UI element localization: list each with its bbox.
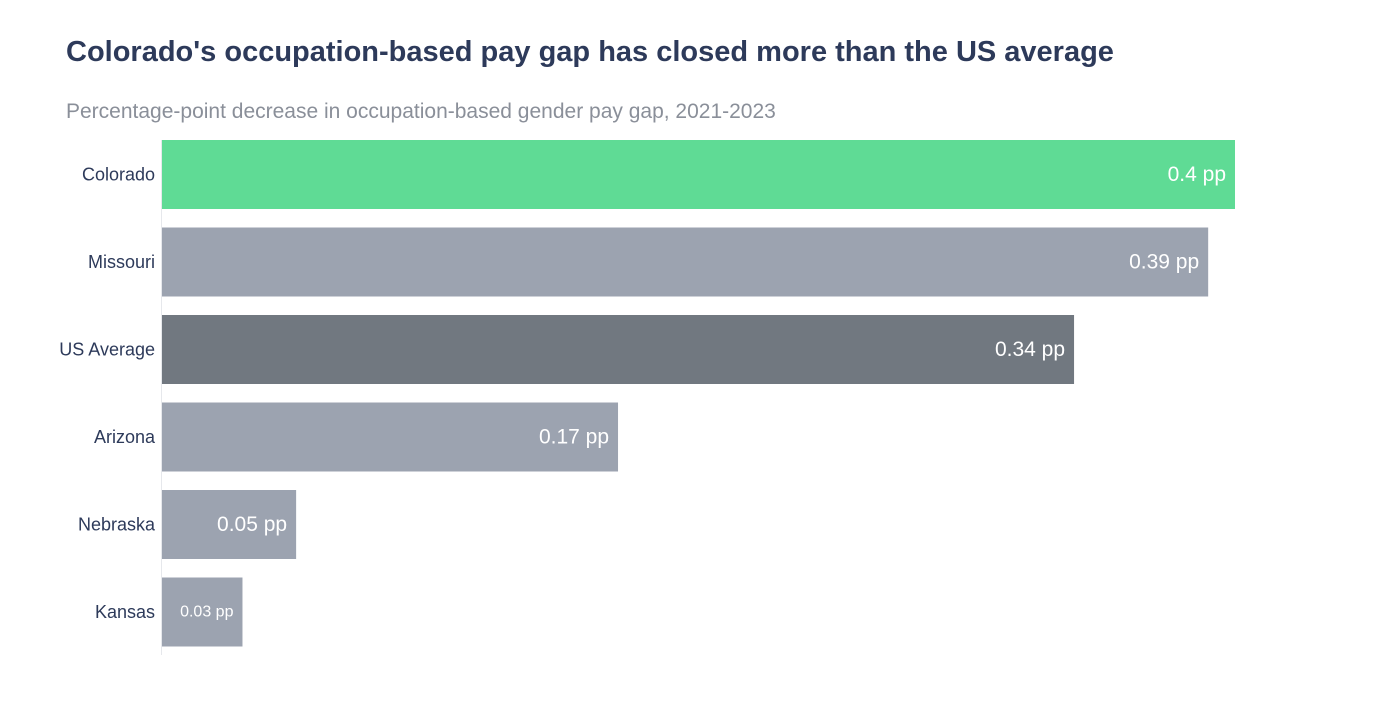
- bar-us-average: [162, 315, 1075, 384]
- category-label: Arizona: [94, 427, 156, 447]
- value-label: 0.03 pp: [180, 604, 233, 621]
- chart-title: Colorado's occupation-based pay gap has …: [66, 36, 1114, 68]
- value-label: 0.05 pp: [217, 513, 287, 536]
- value-label: 0.17 pp: [539, 426, 609, 449]
- value-label: 0.39 pp: [1129, 251, 1199, 274]
- chart-subtitle: Percentage-point decrease in occupation-…: [66, 100, 776, 123]
- bar-kansas: [162, 577, 243, 647]
- category-label: Missouri: [88, 252, 155, 272]
- bar-arizona: [162, 402, 619, 472]
- bar-missouri: [162, 227, 1209, 297]
- category-label: Kansas: [95, 602, 155, 622]
- category-label: US Average: [59, 340, 155, 360]
- bar-colorado: [162, 140, 1235, 209]
- category-label: Nebraska: [78, 515, 156, 535]
- category-label: Colorado: [82, 165, 155, 185]
- value-label: 0.34 pp: [995, 338, 1065, 361]
- bar-nebraska: [162, 490, 297, 559]
- bars-group: Colorado 0.4 pp Missouri 0.39 pp US Average 0…: [59, 140, 1235, 647]
- value-label: 0.4 pp: [1168, 163, 1226, 186]
